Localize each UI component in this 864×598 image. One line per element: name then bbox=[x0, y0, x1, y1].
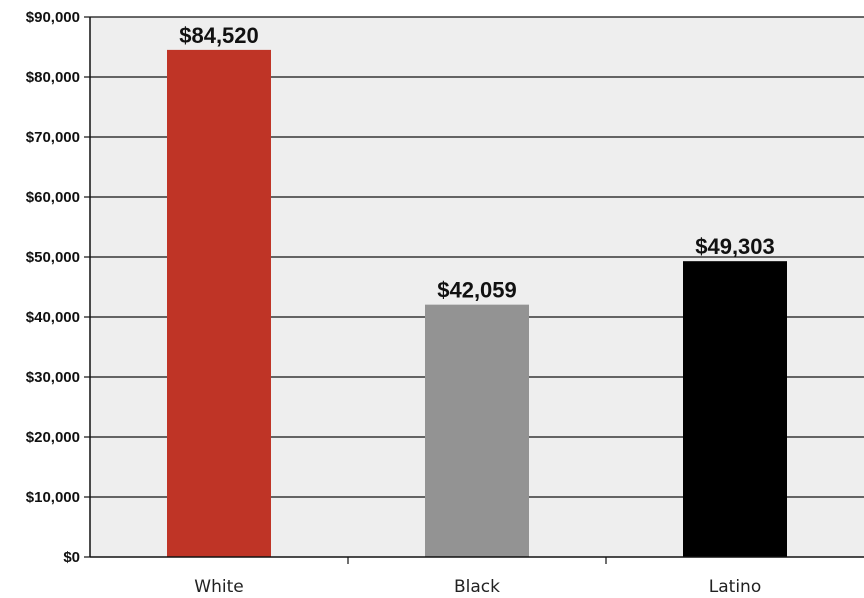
data-label-latino: $49,303 bbox=[695, 234, 775, 259]
bars bbox=[167, 49, 787, 557]
y-axis-ticks: $0 $10,000 $20,000 $30,000 $40,000 $50,000 $60… bbox=[26, 9, 90, 566]
y-tick-label: $10,000 bbox=[26, 489, 80, 506]
x-tick-label-black: Black bbox=[454, 577, 500, 597]
y-tick-label: $50,000 bbox=[26, 249, 80, 266]
data-label-black: $42,059 bbox=[437, 278, 517, 303]
y-tick-label: $0 bbox=[63, 549, 80, 566]
axes bbox=[89, 17, 864, 558]
x-tick-label-latino: Latino bbox=[709, 577, 761, 597]
x-tick-label-white: White bbox=[194, 577, 243, 597]
y-tick-label: $40,000 bbox=[26, 309, 80, 326]
y-tick-label: $30,000 bbox=[26, 369, 80, 386]
y-tick-label: $80,000 bbox=[26, 69, 80, 86]
y-tick-label: $20,000 bbox=[26, 429, 80, 446]
bar-black bbox=[425, 304, 529, 557]
y-tick-label: $60,000 bbox=[26, 189, 80, 206]
data-label-white: $84,520 bbox=[179, 23, 259, 48]
y-tick-label: $70,000 bbox=[26, 129, 80, 146]
data-labels: $84,520 $42,059 $49,303 bbox=[179, 23, 775, 303]
x-axis-ticks: White Black Latino bbox=[194, 557, 761, 597]
bar-white bbox=[167, 49, 271, 557]
y-tick-label: $90,000 bbox=[26, 9, 80, 26]
bar-latino bbox=[683, 261, 787, 557]
